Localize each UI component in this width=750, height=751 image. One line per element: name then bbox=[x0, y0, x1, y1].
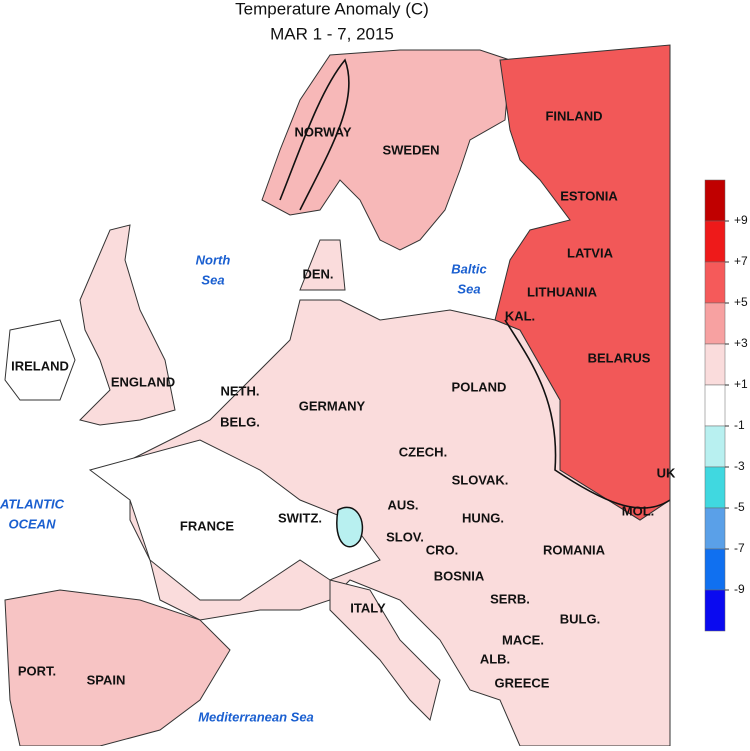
country-label: FRANCE bbox=[180, 518, 234, 533]
country-label: HUNG. bbox=[462, 510, 504, 525]
country-label: ROMANIA bbox=[543, 542, 606, 557]
country-label: FINLAND bbox=[545, 108, 602, 123]
colorbar-swatch bbox=[704, 220, 726, 263]
cold-blob bbox=[336, 506, 364, 548]
country-label: SERB. bbox=[490, 591, 530, 606]
contour bbox=[279, 58, 350, 211]
country-label: GREECE bbox=[495, 675, 550, 690]
country-label: SLOVAK. bbox=[452, 472, 509, 487]
country-label: ESTONIA bbox=[560, 188, 618, 203]
colorbar-swatch bbox=[704, 425, 726, 468]
country-label: MOL. bbox=[622, 503, 655, 518]
britain bbox=[79, 224, 176, 426]
colorbar-swatch bbox=[704, 384, 726, 427]
colorbar-tick-label: -1 bbox=[734, 418, 745, 432]
colorbar: +9 +7 +5 +3 +1 -1 -3 -5 -7 -9 bbox=[704, 179, 748, 632]
scandinavia bbox=[261, 49, 511, 251]
country-label: ITALY bbox=[350, 600, 386, 615]
colorbar-tick-label: +3 bbox=[734, 336, 748, 350]
land bbox=[4, 44, 671, 747]
sea-label: Mediterranean Sea bbox=[198, 709, 314, 724]
sea-label: Sea bbox=[201, 272, 224, 287]
contour bbox=[504, 319, 671, 509]
country-label: PORT. bbox=[18, 663, 56, 678]
colorbar-swatch bbox=[704, 302, 726, 345]
colorbar-tick-label: +7 bbox=[734, 254, 748, 268]
country-label: SWEDEN bbox=[382, 142, 439, 157]
sea-label: Sea bbox=[457, 281, 480, 296]
colorbar-tick-label: +5 bbox=[734, 295, 748, 309]
colorbar-tick-label: +9 bbox=[734, 213, 748, 227]
sea-label: ATLANTIC bbox=[0, 496, 65, 511]
colorbar-tick-label: -9 bbox=[734, 582, 745, 596]
sea-label: OCEAN bbox=[9, 516, 57, 531]
country-label: NETH. bbox=[221, 383, 260, 398]
denmark bbox=[299, 239, 346, 291]
sea-label: North bbox=[196, 252, 231, 267]
colorbar-tick-label: +1 bbox=[734, 377, 748, 391]
colorbar-tick-label: -7 bbox=[734, 541, 745, 555]
iberia bbox=[4, 589, 231, 747]
country-label: LATVIA bbox=[567, 245, 614, 260]
subtitle: MAR 1 - 7, 2015 bbox=[270, 24, 394, 43]
country-label: SPAIN bbox=[87, 672, 126, 687]
title: Temperature Anomaly (C) bbox=[235, 0, 429, 18]
country-label: AUS. bbox=[387, 497, 418, 512]
country-label: BELG. bbox=[220, 414, 260, 429]
colorbar-tick-label: -5 bbox=[734, 500, 745, 514]
country-label: IRELAND bbox=[11, 358, 69, 373]
colorbar-swatch bbox=[704, 589, 726, 632]
colorbar-swatch bbox=[704, 466, 726, 509]
country-label: GERMANY bbox=[299, 398, 366, 413]
ireland bbox=[4, 319, 76, 401]
colorbar-swatch bbox=[704, 548, 726, 591]
country-label: CRO. bbox=[426, 542, 459, 557]
country-label: LITHUANIA bbox=[527, 284, 598, 299]
colorbar-swatch bbox=[704, 179, 726, 222]
country-label: CZECH. bbox=[399, 444, 447, 459]
country-label: KAL. bbox=[505, 308, 535, 323]
country-label: ENGLAND bbox=[111, 374, 175, 389]
country-label: BELARUS bbox=[588, 350, 651, 365]
country-label: NORWAY bbox=[294, 124, 351, 139]
country-label: UK bbox=[657, 465, 676, 480]
country-label: ALB. bbox=[480, 651, 510, 666]
colorbar-swatch bbox=[704, 507, 726, 550]
country-label: DEN. bbox=[302, 266, 333, 281]
labels: NORWAY SWEDEN FINLAND ESTONIA LATVIA LITHUANI… bbox=[0, 108, 676, 724]
colorbar-swatch bbox=[704, 261, 726, 304]
country-label: MACE. bbox=[502, 632, 544, 647]
colorbar-swatch bbox=[704, 343, 726, 386]
country-label: SLOV. bbox=[386, 529, 424, 544]
italy bbox=[329, 579, 441, 721]
sea-label: Baltic bbox=[451, 261, 487, 276]
colorbar-tick-label: -3 bbox=[734, 459, 745, 473]
country-label: SWITZ. bbox=[278, 510, 322, 525]
east-warm bbox=[494, 44, 671, 521]
country-label: BOSNIA bbox=[434, 568, 485, 583]
country-label: POLAND bbox=[452, 379, 507, 394]
country-label: BULG. bbox=[560, 611, 600, 626]
